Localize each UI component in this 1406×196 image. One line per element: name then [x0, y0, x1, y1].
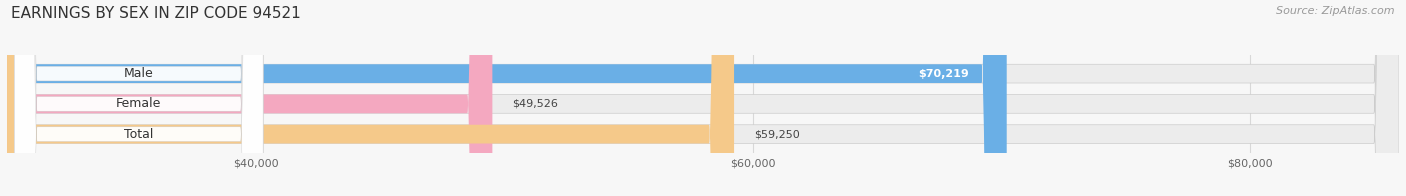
FancyBboxPatch shape: [14, 0, 263, 196]
Text: Total: Total: [124, 128, 153, 141]
FancyBboxPatch shape: [7, 0, 492, 196]
Text: Female: Female: [117, 97, 162, 110]
Text: $49,526: $49,526: [512, 99, 558, 109]
Text: Male: Male: [124, 67, 153, 80]
FancyBboxPatch shape: [14, 0, 263, 196]
FancyBboxPatch shape: [7, 0, 1399, 196]
Text: $70,219: $70,219: [918, 69, 969, 79]
FancyBboxPatch shape: [7, 0, 1399, 196]
Text: EARNINGS BY SEX IN ZIP CODE 94521: EARNINGS BY SEX IN ZIP CODE 94521: [11, 6, 301, 21]
FancyBboxPatch shape: [7, 0, 1399, 196]
FancyBboxPatch shape: [14, 0, 263, 196]
FancyBboxPatch shape: [7, 0, 1007, 196]
Text: Source: ZipAtlas.com: Source: ZipAtlas.com: [1277, 6, 1395, 16]
FancyBboxPatch shape: [7, 0, 734, 196]
Text: $59,250: $59,250: [754, 129, 800, 139]
